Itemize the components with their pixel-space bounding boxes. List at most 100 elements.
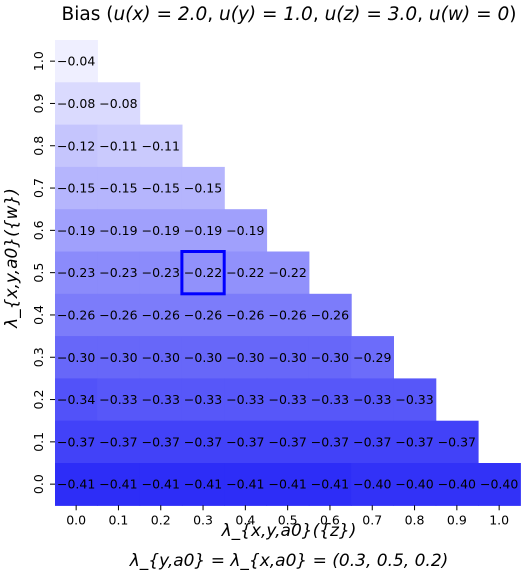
- cell-value-label: −0.19: [142, 223, 180, 238]
- cell-value-label: −0.15: [57, 181, 95, 196]
- cell-value-label: −0.41: [311, 477, 349, 492]
- cell-value-label: −0.37: [395, 434, 433, 449]
- x-axis-label: λ_{x,y,a0}({z}): [221, 521, 357, 541]
- y-tick-label: 0.6: [31, 220, 46, 240]
- heatmap-cell: [181, 463, 225, 506]
- cell-value-label: −0.37: [226, 434, 264, 449]
- x-tick-label: 0.3: [193, 512, 213, 527]
- x-tick-label: 0.6: [320, 512, 340, 527]
- cell-value-label: −0.19: [184, 223, 222, 238]
- cell-value-label: −0.30: [311, 350, 349, 365]
- y-tick-label: 0.3: [31, 347, 46, 367]
- cell-value-label: −0.15: [99, 181, 137, 196]
- cell-value-label: −0.23: [99, 265, 137, 280]
- heatmap-cell: [97, 463, 141, 506]
- heatmap-cell: [224, 378, 268, 422]
- heatmap-cell: [97, 378, 141, 422]
- heatmap-cell: [224, 336, 268, 379]
- y-tick-label: 0.9: [31, 93, 46, 113]
- heatmap-cell: [351, 336, 394, 379]
- x-tick-label: 0.8: [405, 512, 425, 527]
- cell-value-label: −0.41: [57, 477, 95, 492]
- cell-value-label: −0.22: [184, 265, 222, 280]
- x-tick-label: 0.1: [109, 512, 129, 527]
- heatmap-cell: [266, 251, 310, 295]
- cell-value-label: −0.26: [142, 307, 180, 322]
- cell-value-label: −0.04: [57, 54, 95, 69]
- heatmap-cell: [351, 463, 394, 506]
- heatmap-cell: [181, 209, 225, 253]
- heatmap-cell: [266, 336, 310, 379]
- heatmap-cell: [139, 463, 183, 506]
- heatmap-cell: [224, 293, 268, 337]
- cell-value-label: −0.19: [99, 223, 137, 238]
- heatmap-cell: [139, 378, 183, 422]
- cell-value-label: −0.37: [353, 434, 391, 449]
- x-tick-label: 1.0: [489, 512, 509, 527]
- cell-value-label: −0.11: [99, 138, 137, 153]
- cell-value-label: −0.26: [184, 307, 222, 322]
- cell-value-label: −0.33: [184, 392, 222, 407]
- cell-value-label: −0.41: [142, 477, 180, 492]
- cell-value-label: −0.08: [99, 96, 137, 111]
- heatmap-cell: [266, 420, 310, 464]
- heatmap-cell: [478, 463, 521, 506]
- heatmap-cell: [55, 378, 98, 422]
- y-axis-label: λ_{x,y,a0}({w}): [2, 188, 22, 329]
- cell-value-label: −0.41: [268, 477, 306, 492]
- heatmap-cell: [97, 251, 141, 295]
- x-tick-label: 0.2: [151, 512, 171, 527]
- cell-value-label: −0.33: [99, 392, 137, 407]
- cell-value-label: −0.37: [268, 434, 306, 449]
- heatmap-cell: [308, 378, 352, 422]
- heatmap-cell: [97, 82, 141, 126]
- cell-value-label: −0.30: [142, 350, 180, 365]
- cell-value-label: −0.41: [226, 477, 264, 492]
- heatmap-cell: [55, 463, 98, 506]
- x-tick-label: 0.4: [235, 512, 255, 527]
- heatmap-cell: [139, 251, 183, 295]
- y-axis-ticks: 1.0 0.9 0.8 0.7 0.6 0.5 0.4 0.3 0.2 0.1 0.0: [31, 51, 55, 494]
- heatmap-cell: [55, 166, 98, 210]
- cell-value-label: −0.19: [57, 223, 95, 238]
- heatmap-cell: [139, 293, 183, 337]
- cell-value-label: −0.40: [480, 477, 518, 492]
- cell-value-label: −0.37: [311, 434, 349, 449]
- cell-value-label: −0.33: [395, 392, 433, 407]
- heatmap-cell: [55, 251, 98, 295]
- heatmap-cell: [266, 463, 310, 506]
- heatmap-cell: [139, 336, 183, 379]
- heatmap-cell: [97, 124, 141, 168]
- heatmap-cell: [97, 336, 141, 379]
- chart-title: Bias (u(x) = 2.0, u(y) = 1.0, u(z) = 3.0…: [62, 4, 517, 25]
- heatmap-cell: [181, 378, 225, 422]
- cell-value-label: −0.37: [99, 434, 137, 449]
- cell-value-label: −0.33: [268, 392, 306, 407]
- heatmap-cell: [55, 420, 98, 464]
- y-tick-label: 0.8: [31, 136, 46, 156]
- heatmap-cell: [97, 166, 141, 210]
- heatmap-cell: [55, 124, 98, 168]
- cell-value-label: −0.15: [184, 181, 222, 196]
- cell-value-label: −0.41: [99, 477, 137, 492]
- heatmap-cell: [393, 420, 437, 464]
- cell-value-label: −0.40: [395, 477, 433, 492]
- heatmap-cell: [435, 463, 479, 506]
- heatmap-cell: [181, 336, 225, 379]
- heatmap-cell: [393, 378, 437, 422]
- cell-value-label: −0.33: [142, 392, 180, 407]
- heatmap-cell: [181, 251, 225, 295]
- y-tick-label: 0.2: [31, 390, 46, 410]
- cell-value-label: −0.29: [353, 350, 391, 365]
- y-tick-label: 1.0: [31, 51, 46, 71]
- heatmap-cell: [308, 293, 352, 337]
- heatmap-cell: [55, 82, 98, 126]
- cell-value-label: −0.37: [57, 434, 95, 449]
- highlight-box: [180, 250, 226, 296]
- x-axis-ticks: 0.0 0.1 0.2 0.3 0.4 0.5 0.6 0.7 0.8 0.9 1.0: [66, 505, 509, 527]
- heatmap-cell: [224, 209, 268, 253]
- x-tick-label: 0.0: [66, 512, 86, 527]
- cell-value-label: −0.41: [184, 477, 222, 492]
- heatmap-cell: [55, 40, 98, 83]
